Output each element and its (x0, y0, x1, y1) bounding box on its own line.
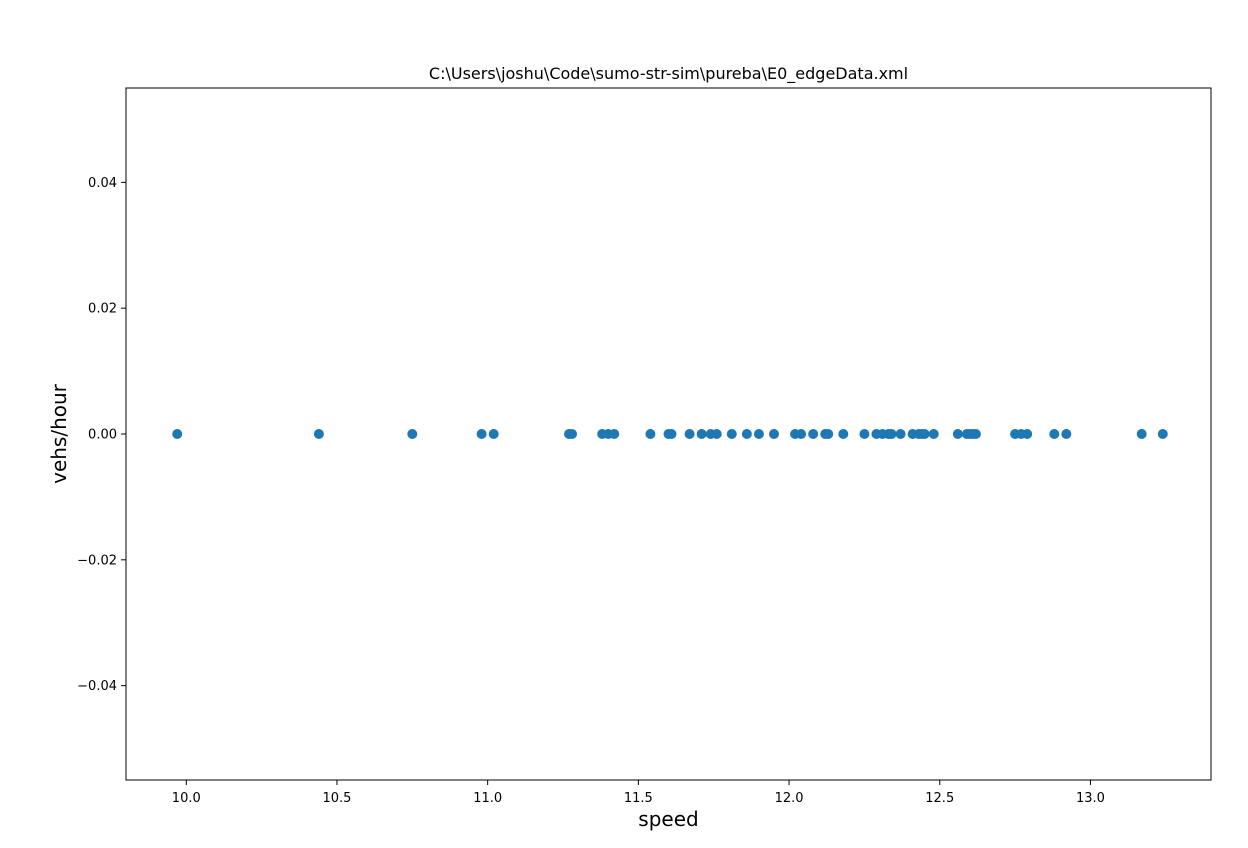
data-point (741, 429, 752, 439)
data-point (696, 429, 707, 439)
data-point (726, 429, 737, 439)
data-point (666, 429, 677, 439)
x-tick-label: 11.5 (624, 791, 653, 806)
y-tick-label: 0.02 (88, 302, 117, 317)
data-point (488, 429, 499, 439)
data-point (645, 429, 656, 439)
y-tick-label: 0.00 (88, 428, 117, 443)
data-point (1022, 429, 1033, 439)
x-tick-label: 12.0 (775, 791, 804, 806)
data-point (476, 429, 487, 439)
data-point (1157, 429, 1168, 439)
data-point (1061, 429, 1072, 439)
x-tick-label: 13.0 (1076, 791, 1105, 806)
x-axis-ticks: 10.0 10.5 11.0 11.5 12.0 12.5 13.0 (172, 780, 1105, 806)
data-point (919, 429, 930, 439)
data-points (172, 429, 1168, 439)
data-point (859, 429, 870, 439)
data-point (1136, 429, 1147, 439)
data-point (823, 429, 834, 439)
y-axis-ticks: 0.04 0.02 0.00 −0.02 −0.04 (77, 176, 126, 694)
data-point (895, 429, 906, 439)
data-point (886, 429, 897, 439)
x-tick-label: 10.0 (172, 791, 201, 806)
data-point (970, 429, 981, 439)
data-point (172, 429, 183, 439)
data-point (711, 429, 722, 439)
y-axis-label: vehs/hour (47, 383, 71, 484)
chart-title: C:\Users\joshu\Code\sumo-str-sim\pureba\… (429, 64, 908, 84)
data-point (928, 429, 939, 439)
x-tick-label: 10.5 (322, 791, 351, 806)
data-point (609, 429, 620, 439)
data-point (952, 429, 963, 439)
data-point (796, 429, 807, 439)
x-tick-label: 11.0 (473, 791, 502, 806)
data-point (407, 429, 418, 439)
data-point (808, 429, 819, 439)
plot-frame (125, 87, 1212, 781)
y-tick-label: −0.04 (77, 679, 117, 694)
y-tick-label: 0.04 (88, 176, 117, 191)
y-tick-label: −0.02 (77, 553, 117, 568)
data-point (753, 429, 764, 439)
data-point (313, 429, 324, 439)
data-point (838, 429, 849, 439)
x-tick-label: 12.5 (925, 791, 954, 806)
data-point (567, 429, 578, 439)
data-point (768, 429, 779, 439)
data-point (684, 429, 695, 439)
data-point (1049, 429, 1060, 439)
x-axis-label: speed (638, 807, 698, 831)
